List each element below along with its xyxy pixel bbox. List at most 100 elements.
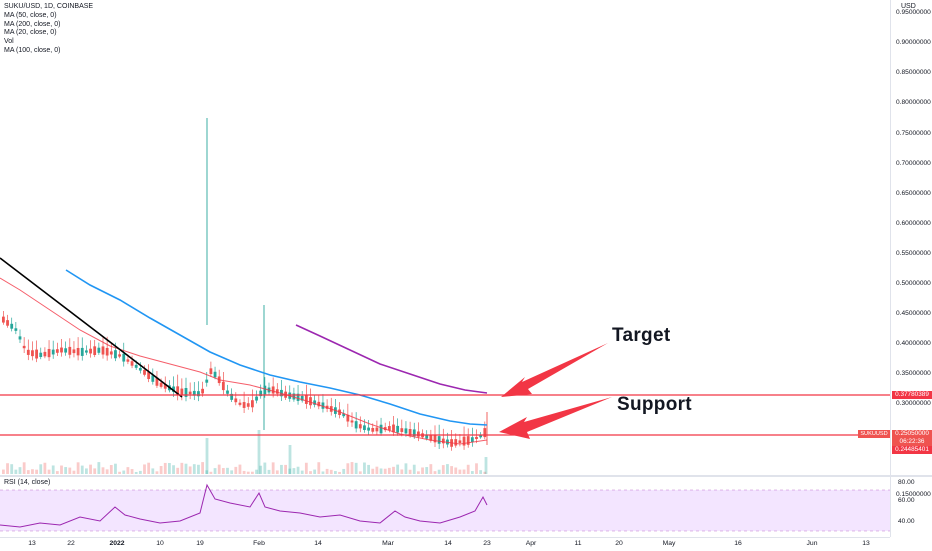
volume-bar [375, 466, 379, 474]
volume-bar [346, 463, 350, 474]
rsi-line [0, 483, 488, 528]
rsi-axis[interactable]: 80.00 60.00 40.00 [890, 477, 932, 537]
candle-body [201, 388, 204, 394]
currency-label: USD [901, 3, 916, 10]
chart-legend: SUKU/USD, 1D, COINBASE MA (50, close, 0)… [4, 3, 93, 56]
symbol-price-tag: SUKUUSD [858, 430, 890, 438]
target-arrow[interactable] [501, 343, 608, 397]
volume-bar [288, 445, 292, 474]
volume-bar [271, 462, 275, 474]
rsi-pane[interactable] [0, 477, 890, 537]
candle-body [155, 377, 159, 386]
volume-bar [192, 464, 196, 474]
candle-body [433, 435, 437, 443]
price-tick-label: 0.70000000 [896, 159, 931, 167]
volume-bar [479, 470, 483, 474]
candle-body [454, 439, 458, 446]
pane-divider[interactable] [0, 475, 932, 477]
volume-bar [246, 471, 250, 474]
volume-bar [275, 470, 279, 474]
legend-ma100[interactable]: MA (100, close, 0) [4, 46, 61, 54]
candle-body [192, 390, 196, 396]
volume-bar [338, 471, 341, 474]
candle-body [387, 426, 391, 431]
volume-bar [60, 465, 63, 474]
candle-body [130, 361, 134, 366]
candle-body [18, 336, 22, 340]
volume-bar [238, 464, 242, 474]
rsi-band [0, 490, 890, 531]
candle-body [441, 438, 445, 444]
candle-body [10, 323, 14, 329]
volume-bar [446, 464, 449, 474]
time-axis-label: 13 [862, 540, 870, 547]
volume-bar [450, 466, 453, 474]
candle-body [429, 434, 433, 441]
price-tick-label: 0.35000000 [896, 370, 931, 378]
time-axis[interactable]: 13 22 2022 10 19 Feb 14 Mar 14 23 Apr 11 20 May 16 Jun 1… [0, 537, 890, 551]
rsi-legend[interactable]: RSI (14, close) [4, 479, 51, 486]
candle-body [437, 436, 441, 444]
volume-bar [221, 468, 225, 474]
legend-ma50[interactable]: MA (50, close, 0) [4, 11, 57, 19]
volume-bar [441, 465, 445, 474]
candle-body [296, 393, 300, 401]
volume-bar [288, 468, 292, 474]
volume-bar [242, 470, 246, 474]
candle-body [470, 437, 474, 443]
candle-body [47, 348, 51, 358]
candle-body [371, 428, 375, 432]
volume-bars [2, 430, 488, 474]
candle-body [358, 424, 362, 429]
legend-vol[interactable]: Vol [4, 38, 14, 46]
candle-body [230, 393, 234, 400]
candle-body [114, 350, 117, 359]
time-axis-label: 23 [483, 540, 491, 547]
candle-body [475, 436, 478, 440]
candle-body [379, 424, 383, 434]
target-annotation[interactable]: Target [612, 325, 671, 346]
candle-body [197, 391, 200, 397]
volume-bar [76, 462, 80, 474]
volume-bar [172, 465, 175, 474]
candle-body [309, 397, 312, 406]
candle-body [72, 349, 76, 354]
volume-bar [257, 430, 261, 474]
countdown-tag: 06:22:36 [892, 438, 932, 446]
candle-body [375, 427, 379, 432]
candle-body [404, 428, 408, 434]
volume-bar [93, 468, 97, 474]
rsi-tick-label: 80.00 [898, 479, 915, 486]
candle-body [97, 347, 101, 353]
time-axis-label: 11 [574, 540, 582, 547]
volume-bar [205, 470, 209, 474]
price-chart[interactable] [0, 0, 890, 475]
candle-body [64, 348, 68, 353]
price-axis[interactable]: USD 1.650000001.600000001.550000001.5000… [890, 0, 932, 498]
candle-body [184, 387, 188, 397]
candle-body [234, 398, 238, 403]
volume-bar [114, 463, 117, 474]
volume-bar [304, 462, 308, 474]
time-axis-label: 19 [196, 540, 204, 547]
candle-body [35, 349, 38, 359]
support-annotation[interactable]: Support [617, 394, 692, 415]
trend-line[interactable] [0, 257, 183, 398]
legend-symbol[interactable]: SUKU/USD, 1D, COINBASE [4, 3, 94, 10]
legend-ma20[interactable]: MA (20, close, 0) [4, 29, 57, 37]
support-arrow[interactable] [499, 397, 612, 439]
legend-ma200[interactable]: MA (200, close, 0) [4, 20, 61, 28]
candle-body [80, 347, 84, 356]
candle-body [321, 402, 325, 409]
price-tick-label: 0.55000000 [896, 249, 931, 257]
candle-body [118, 354, 121, 357]
volume-bar [412, 464, 416, 474]
volume-bar [18, 467, 22, 474]
candle-body [255, 396, 258, 401]
candle-body [122, 353, 126, 362]
candle-body [209, 368, 213, 375]
volume-bar [350, 462, 354, 474]
time-axis-label: 2022 [109, 540, 125, 547]
volume-bar [400, 469, 404, 474]
price-tick-label: 0.85000000 [896, 69, 931, 77]
